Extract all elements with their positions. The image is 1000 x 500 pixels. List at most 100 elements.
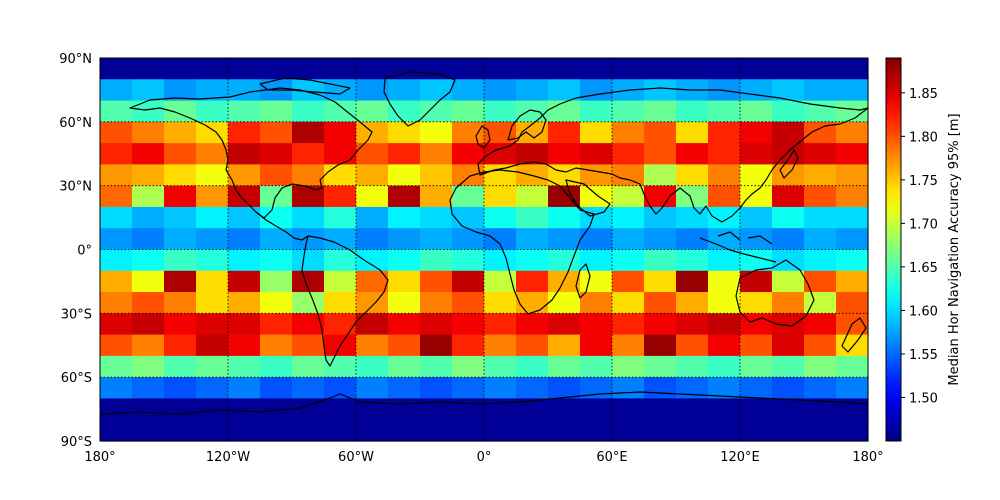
heatmap-cell-r0-c8 (356, 58, 389, 80)
coastline-africa (449, 169, 595, 315)
heatmap-cell-r14-c14 (548, 355, 581, 378)
colorbar-tick-label: 1.55 (909, 348, 938, 363)
heatmap-cell-r0-c9 (388, 58, 421, 80)
heatmap-cell-r14-c2 (164, 355, 197, 378)
heatmap-cell-r5-c15 (580, 164, 613, 187)
heatmap-cell-r14-c16 (612, 355, 645, 378)
map-plot-area (99, 57, 869, 442)
heatmap-cell-r9-c23 (836, 249, 869, 272)
heatmap-cell-r7-c18 (676, 206, 709, 229)
heatmap-cell-r0-c18 (676, 58, 709, 80)
heatmap-cell-r13-c11 (452, 334, 485, 357)
heatmap-cell-r17-c20 (740, 419, 773, 442)
heatmap-cell-r9-c3 (196, 249, 229, 272)
coastline-central-america (255, 211, 309, 241)
heatmap-cell-r8-c13 (516, 228, 549, 251)
map-frame (99, 57, 869, 442)
heatmap-cell-r12-c11 (452, 313, 485, 336)
heatmap-cell-r14-c4 (228, 355, 261, 378)
heatmap-cell-r5-c5 (260, 164, 293, 187)
colorbar-tick-label: 1.80 (909, 130, 938, 145)
heatmap-cell-r17-c18 (676, 419, 709, 442)
longitude-tick-label: 60°E (596, 450, 627, 465)
colorbar: 1.50 1.55 1.60 1.65 1.70 1.75 1.80 1.85 Median … (885, 57, 962, 442)
heatmap-cell-r16-c17 (644, 398, 677, 421)
heatmap-cell-r7-c7 (324, 206, 357, 229)
heatmap-cell-r16-c6 (292, 398, 325, 421)
heatmap-cell-r14-c10 (420, 355, 453, 378)
heatmap-cell-r0-c13 (516, 58, 549, 80)
heatmap-cell-r3-c22 (804, 121, 837, 144)
heatmap-cell-r7-c20 (740, 206, 773, 229)
heatmap-cell-r2-c17 (644, 100, 677, 123)
coastlines (99, 71, 869, 415)
heatmap-cell-r3-c23 (836, 121, 869, 144)
heatmap-cell-r7-c4 (228, 206, 261, 229)
heatmap-cell-r10-c18 (676, 270, 709, 293)
heatmap-cell-r3-c15 (580, 121, 613, 144)
heatmap-cell-r3-c16 (612, 121, 645, 144)
colorbar-tick-label: 1.50 (909, 391, 938, 406)
heatmap-cell-r10-c8 (356, 270, 389, 293)
heatmap-cell-r4-c14 (548, 143, 581, 165)
coastline-australia (735, 259, 815, 327)
heatmap-cell-r6-c9 (388, 185, 421, 208)
heatmap-cell-r15-c19 (708, 377, 741, 400)
colorbar-tick-label: 1.85 (909, 87, 938, 102)
heatmap-cell-r1-c15 (580, 79, 613, 102)
heatmap-cell-r7-c12 (484, 206, 517, 229)
heatmap-cell-r0-c7 (324, 58, 357, 80)
heatmap-cell-r6-c12 (484, 185, 517, 208)
heatmap-cell-r7-c21 (772, 206, 805, 229)
heatmap-cell-r10-c11 (452, 270, 485, 293)
heatmap-cell-r16-c18 (676, 398, 709, 421)
heatmap-cell-r17-c21 (772, 419, 805, 442)
heatmap-cell-r12-c1 (132, 313, 165, 336)
heatmap-cell-r14-c17 (644, 355, 677, 378)
heatmap-cell-r4-c2 (164, 143, 197, 165)
heatmap-cell-r13-c16 (612, 334, 645, 357)
coastline-greenland (383, 71, 456, 127)
heatmap-cell-r15-c9 (388, 377, 421, 400)
heatmap-cell-r5-c21 (772, 164, 805, 187)
heatmap-cell-r13-c5 (260, 334, 293, 357)
heatmap-cell-r8-c15 (580, 228, 613, 251)
heatmap-cell-r6-c6 (292, 185, 325, 208)
heatmap-cell-r17-c13 (516, 419, 549, 442)
heatmap-cell-r1-c23 (836, 79, 869, 102)
heatmap-cell-r17-c19 (708, 419, 741, 442)
heatmap-cell-r13-c2 (164, 334, 197, 357)
heatmap-cell-r17-c14 (548, 419, 581, 442)
heatmap-cell-r14-c11 (452, 355, 485, 378)
heatmap-cell-r8-c16 (612, 228, 645, 251)
heatmap-cell-r0-c12 (484, 58, 517, 80)
heatmap-cell-r16-c11 (452, 398, 485, 421)
heatmap-cell-r8-c3 (196, 228, 229, 251)
heatmap-cell-r0-c16 (612, 58, 645, 80)
heatmap-cell-r1-c20 (740, 79, 773, 102)
heatmap-cell-r6-c23 (836, 185, 869, 208)
heatmap-cell-r6-c20 (740, 185, 773, 208)
heatmap-cell-r9-c8 (356, 249, 389, 272)
heatmap-cell-r13-c15 (580, 334, 613, 357)
heatmap-cell-r10-c12 (484, 270, 517, 293)
heatmap-cell-r17-c17 (644, 419, 677, 442)
heatmap-cell-r9-c11 (452, 249, 485, 272)
heatmap-cell-r17-c2 (164, 419, 197, 442)
heatmap-cell-r7-c0 (100, 206, 133, 229)
heatmap-cell-r1-c9 (388, 79, 421, 102)
heatmap-cell-r10-c4 (228, 270, 261, 293)
heatmap-cell-r5-c16 (612, 164, 645, 187)
heatmap-cell-r3-c2 (164, 121, 197, 144)
heatmap-cell-r11-c20 (740, 292, 773, 314)
heatmap-cell-r2-c16 (612, 100, 645, 123)
heatmap-cell-r6-c21 (772, 185, 805, 208)
heatmap-cell-r12-c10 (420, 313, 453, 336)
heatmap-cell-r13-c19 (708, 334, 741, 357)
heatmap-cell-r8-c4 (228, 228, 261, 251)
heatmap-cell-r15-c23 (836, 377, 869, 400)
heatmap-cell-r4-c7 (324, 143, 357, 165)
heatmap-cell-r12-c0 (100, 313, 133, 336)
heatmap-cell-r4-c20 (740, 143, 773, 165)
heatmap-cell-r15-c16 (612, 377, 645, 400)
